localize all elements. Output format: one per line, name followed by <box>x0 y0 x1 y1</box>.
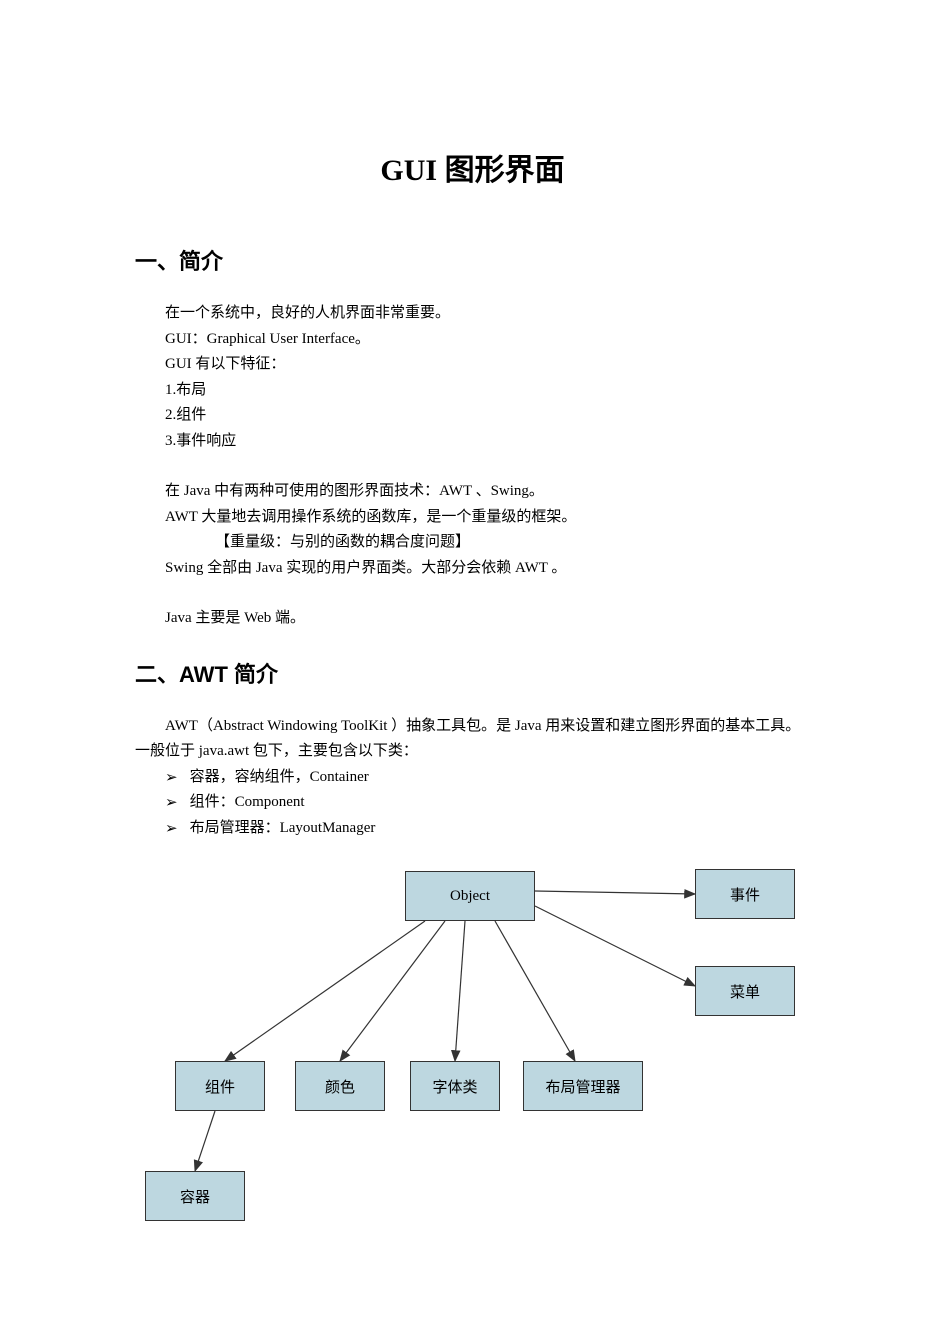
para1-line3: 1.布局 <box>165 378 810 404</box>
main-title: GUI 图形界面 <box>135 145 810 189</box>
diagram-edge <box>455 921 465 1061</box>
section2-intro: AWT（Abstract Windowing ToolKit ）抽象工具包。是 … <box>135 714 810 765</box>
section2-bullets: ➢ 容器，容纳组件，Container ➢ 组件：Component ➢ 布局管… <box>135 765 810 842</box>
para1-line0: 在一个系统中，良好的人机界面非常重要。 <box>165 301 810 327</box>
awt-diagram: Object 事件菜单组件颜色字体类布局管理器容器 <box>135 861 815 1241</box>
para2-note: 【重量级：与别的函数的耦合度问题】 <box>165 530 810 556</box>
bullet-item-0: ➢ 容器，容纳组件，Container <box>165 765 810 791</box>
bullet-arrow-icon: ➢ <box>165 790 178 816</box>
diagram-node-component: 组件 <box>175 1061 265 1111</box>
diagram-edge <box>340 921 445 1061</box>
diagram-edge <box>535 891 695 894</box>
diagram-node-container: 容器 <box>145 1171 245 1221</box>
para2-line1: AWT 大量地去调用操作系统的函数库，是一个重量级的框架。 <box>165 505 810 531</box>
diagram-node-font: 字体类 <box>410 1061 500 1111</box>
section1-para3: Java 主要是 Web 端。 <box>135 606 810 632</box>
diagram-edge <box>495 921 575 1061</box>
section1-para2: 在 Java 中有两种可使用的图形界面技术：AWT 、Swing。 AWT 大量… <box>135 479 810 581</box>
bullet-text-1: 组件：Component <box>190 790 305 816</box>
para1-line5: 3.事件响应 <box>165 429 810 455</box>
para1-line4: 2.组件 <box>165 403 810 429</box>
diagram-node-event: 事件 <box>695 869 795 919</box>
bullet-text-0: 容器，容纳组件，Container <box>190 765 369 791</box>
para3-text: Java 主要是 Web 端。 <box>165 606 810 632</box>
para2-after: Swing 全部由 Java 实现的用户界面类。大部分会依赖 AWT 。 <box>165 556 810 582</box>
diagram-node-color: 颜色 <box>295 1061 385 1111</box>
section2-heading: 二、AWT 简介 <box>135 657 810 689</box>
diagram-node-layout: 布局管理器 <box>523 1061 643 1111</box>
bullet-item-2: ➢ 布局管理器：LayoutManager <box>165 816 810 842</box>
diagram-edge <box>225 921 425 1061</box>
bullet-item-1: ➢ 组件：Component <box>165 790 810 816</box>
diagram-node-menu: 菜单 <box>695 966 795 1016</box>
diagram-edge <box>535 906 695 986</box>
para1-line1: GUI：Graphical User Interface。 <box>165 327 810 353</box>
diagram-edge <box>195 1111 215 1171</box>
diagram-node-object: Object <box>405 871 535 921</box>
bullet-text-2: 布局管理器：LayoutManager <box>190 816 376 842</box>
bullet-arrow-icon: ➢ <box>165 816 178 842</box>
section1-heading: 一、简介 <box>135 244 810 276</box>
page-container: GUI 图形界面 一、简介 在一个系统中，良好的人机界面非常重要。 GUI：Gr… <box>0 0 945 1241</box>
section1-para1: 在一个系统中，良好的人机界面非常重要。 GUI：Graphical User I… <box>135 301 810 454</box>
para1-line2: GUI 有以下特征： <box>165 352 810 378</box>
para2-line0: 在 Java 中有两种可使用的图形界面技术：AWT 、Swing。 <box>165 479 810 505</box>
bullet-arrow-icon: ➢ <box>165 765 178 791</box>
